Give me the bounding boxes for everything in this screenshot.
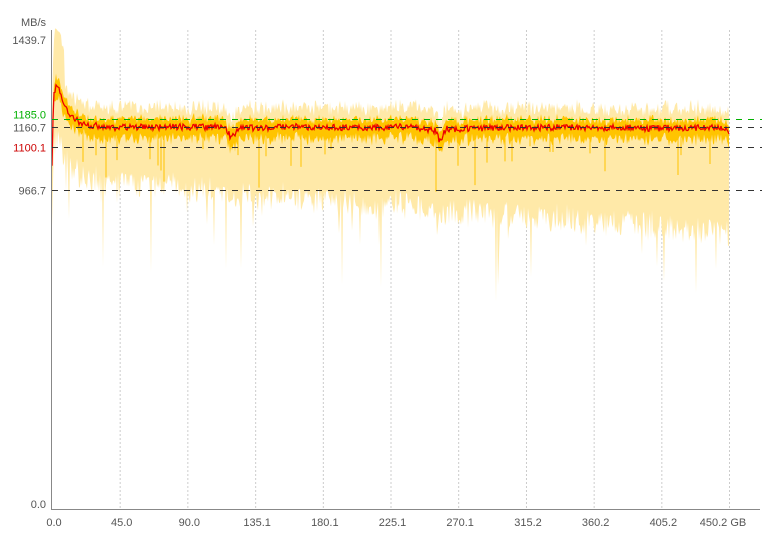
x-tick-label: 315.2	[514, 517, 542, 529]
grid-lines	[119, 30, 730, 509]
x-tick-label: 270.1	[446, 517, 474, 529]
x-tick-label: 405.2	[650, 517, 678, 529]
y-tick-zero: 0.0	[31, 499, 46, 511]
x-tick-label: 90.0	[179, 517, 200, 529]
x-tick-label: 45.0	[111, 517, 132, 529]
x-tick-label: 0.0	[46, 517, 61, 529]
x-tick-labels: 0.0 45.0 90.0 135.1 180.1 225.1 270.1 315.2 360.…	[46, 517, 746, 529]
range-inner-band	[52, 73, 729, 173]
x-tick-label: 180.1	[311, 517, 339, 529]
reference-label: 1160.7	[13, 123, 46, 135]
y-tick-max: 1439.7	[12, 35, 46, 47]
reference-label: 1185.0	[13, 110, 46, 122]
reference-label: 1100.1	[13, 143, 46, 155]
range-outer-band	[52, 28, 729, 302]
x-tick-label: 225.1	[379, 517, 407, 529]
x-tick-label: 135.1	[243, 517, 271, 529]
reference-label: 966.7	[18, 186, 46, 198]
x-tick-label: 360.2	[582, 517, 610, 529]
y-axis-label: MB/s	[21, 17, 47, 29]
x-tick-label: 450.2 GB	[700, 517, 746, 529]
data-bands	[51, 28, 730, 302]
